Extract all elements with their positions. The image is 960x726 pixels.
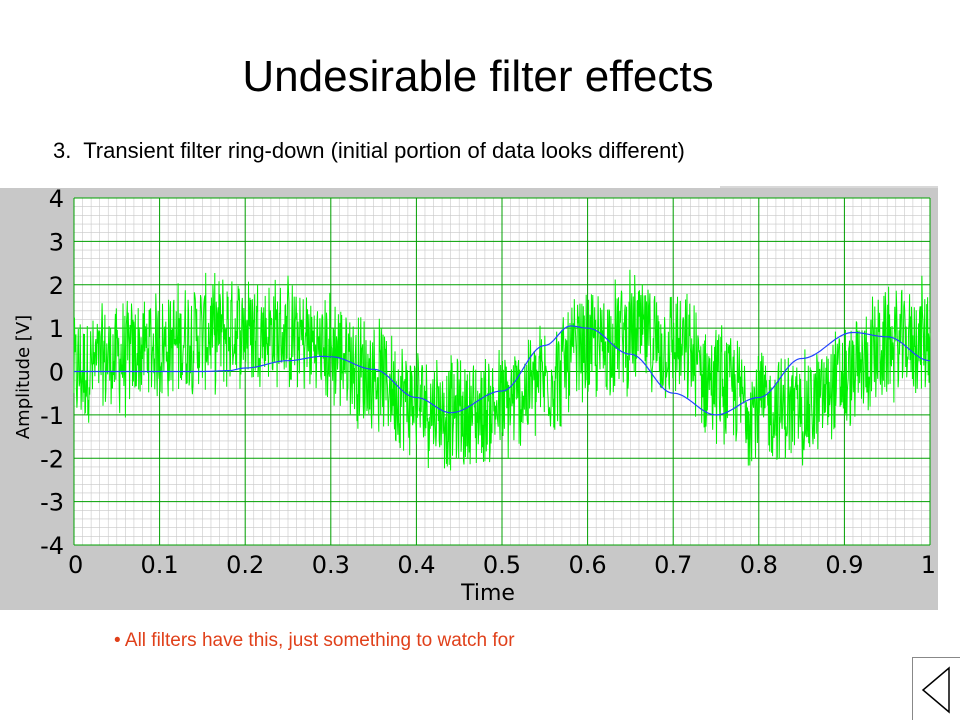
filtered-signal-line	[74, 325, 931, 416]
x-axis-label: Time	[460, 581, 515, 606]
x-tick-labels: 0 0.1 0.2 0.3 0.4 0.5 0.6 0.7 0.8 0.9 1	[68, 551, 936, 579]
x-tick-label: 0.9	[825, 551, 863, 579]
subtitle-text: Transient filter ring-down (initial port…	[83, 138, 685, 163]
bullet-note: • All filters have this, just something …	[114, 630, 515, 651]
back-button[interactable]	[912, 657, 960, 720]
subtitle-number: 3.	[53, 138, 72, 163]
x-tick-label: 0.7	[654, 551, 692, 579]
y-tick-label: 4	[49, 188, 64, 213]
x-tick-label: 0.2	[226, 551, 264, 579]
x-tick-label: 0.5	[483, 551, 521, 579]
x-tick-label: 1	[921, 551, 936, 579]
y-tick-label: 0	[49, 359, 64, 387]
y-tick-label: 2	[49, 272, 64, 300]
y-tick-label: 1	[49, 315, 64, 343]
filtered-signal-series	[74, 325, 931, 416]
x-tick-label: 0.1	[141, 551, 179, 579]
x-tick-label: 0.6	[569, 551, 607, 579]
y-tick-label: -1	[40, 402, 64, 430]
y-tick-label: -4	[40, 532, 64, 560]
y-tick-labels: 4 3 2 1 0 -1 -2 -3 -4	[40, 188, 64, 560]
y-tick-label: -2	[40, 445, 64, 473]
x-tick-label: 0.3	[312, 551, 350, 579]
back-triangle-icon	[921, 666, 950, 714]
x-tick-label: 0.8	[740, 551, 778, 579]
bullet-text: All filters have this, just something to…	[124, 630, 515, 651]
y-tick-label: 3	[49, 228, 64, 256]
y-tick-label: -3	[40, 489, 64, 517]
x-tick-label: 0	[68, 551, 83, 579]
y-axis-label: Amplitude [V]	[13, 315, 34, 439]
slide-title: Undesirable filter effects	[242, 52, 714, 101]
x-tick-label: 0.4	[397, 551, 435, 579]
slide-subtitle: 3. Transient filter ring-down (initial p…	[53, 138, 685, 164]
